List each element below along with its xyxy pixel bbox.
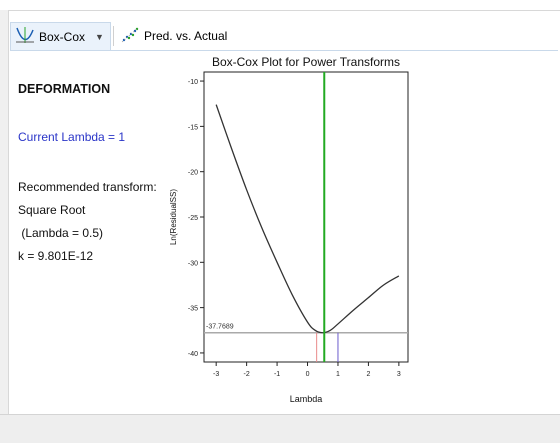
tab-divider [112, 26, 114, 46]
tab-box-cox[interactable]: Box-Cox ▼ [10, 22, 111, 50]
x-axis-label: Lambda [290, 394, 323, 404]
x-tick-label: 0 [306, 371, 310, 378]
k-constant: k = 9.801E-12 [18, 249, 94, 263]
box-cox-curve-icon [15, 26, 35, 47]
tab-underline [10, 50, 558, 51]
chevron-down-icon[interactable]: ▼ [95, 31, 104, 42]
tab-pred-vs-actual[interactable]: Pred. vs. Actual [116, 22, 233, 50]
threshold-label: -37.7689 [206, 324, 234, 331]
y-axis-label: Ln(ResidualSS) [169, 189, 178, 245]
tab-label: Box-Cox [39, 29, 86, 44]
x-tick-label: -3 [213, 371, 219, 378]
x-axis: -3 -2 -1 0 1 2 3 [213, 362, 401, 378]
x-tick-label: 1 [336, 371, 340, 378]
y-tick-label: -10 [188, 79, 198, 86]
recommended-transform-value: Square Root [18, 203, 86, 217]
current-lambda-text: Current Lambda = 1 [18, 130, 126, 144]
plot-frame [203, 71, 409, 363]
x-tick-label: 3 [397, 371, 401, 378]
y-tick-label: -15 [188, 124, 198, 131]
y-axis: -10 -15 -20 -25 -30 -35 -40 [188, 79, 204, 358]
y-tick-label: -35 [188, 306, 198, 313]
y-tick-label: -40 [188, 351, 198, 358]
series-line [215, 104, 400, 334]
status-bar [0, 414, 560, 443]
response-title: DEFORMATION [18, 82, 111, 96]
top-strip [0, 0, 560, 10]
recommended-lambda-value: (Lambda = 0.5) [18, 226, 104, 240]
recommended-transform-label: Recommended transform: [18, 180, 157, 194]
x-tick-label: 2 [366, 371, 370, 378]
x-tick-label: -2 [244, 371, 250, 378]
tab-label: Pred. vs. Actual [143, 29, 228, 43]
x-tick-label: -1 [274, 371, 280, 378]
y-tick-label: -25 [188, 215, 198, 222]
scatter-plot-icon [120, 26, 140, 47]
y-tick-label: -30 [188, 260, 198, 267]
tab-bar: Box-Cox ▼ Pred. vs. Actual [10, 22, 233, 50]
y-tick-label: -20 [188, 170, 198, 177]
chart-title: Box-Cox Plot for Power Transforms [211, 55, 401, 69]
